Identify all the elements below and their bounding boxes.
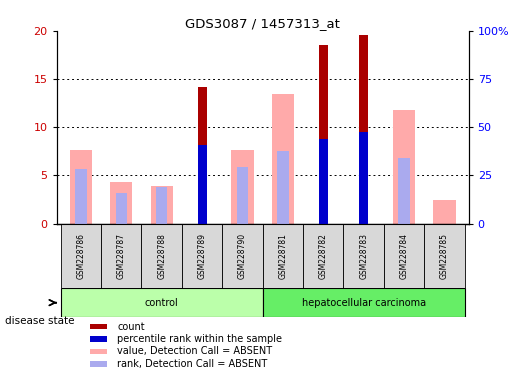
Bar	[359, 35, 368, 223]
Bar	[75, 169, 87, 223]
Text: GSM228790: GSM228790	[238, 233, 247, 279]
Bar	[110, 182, 132, 223]
Bar	[277, 151, 288, 223]
Bar	[272, 94, 294, 223]
Bar	[433, 200, 456, 223]
Bar	[198, 146, 207, 223]
Bar	[319, 45, 328, 223]
Text: GSM228786: GSM228786	[76, 233, 85, 279]
Text: value, Detection Call = ABSENT: value, Detection Call = ABSENT	[117, 346, 272, 356]
Bar	[150, 186, 173, 223]
Bar	[424, 223, 465, 288]
Bar	[182, 223, 222, 288]
Text: disease state: disease state	[5, 316, 75, 326]
Bar	[263, 288, 465, 318]
Bar	[222, 223, 263, 288]
Text: GSM228781: GSM228781	[278, 233, 287, 279]
Bar	[384, 223, 424, 288]
Text: control: control	[145, 298, 179, 308]
Bar	[61, 288, 263, 318]
Text: GSM228784: GSM228784	[400, 233, 408, 279]
Bar	[231, 150, 253, 223]
Bar	[237, 167, 248, 223]
Bar	[393, 110, 415, 223]
Text: GSM228789: GSM228789	[198, 233, 207, 279]
Bar	[90, 324, 107, 329]
Bar	[90, 349, 107, 354]
Bar	[319, 139, 328, 223]
Bar	[198, 87, 207, 223]
Bar	[156, 187, 167, 223]
Text: rank, Detection Call = ABSENT: rank, Detection Call = ABSENT	[117, 359, 267, 369]
Bar	[303, 223, 344, 288]
Text: GSM228782: GSM228782	[319, 233, 328, 279]
Text: GSM228787: GSM228787	[117, 233, 126, 279]
Bar	[116, 193, 127, 223]
Text: count: count	[117, 321, 145, 331]
Text: GSM228788: GSM228788	[157, 233, 166, 279]
Bar	[90, 336, 107, 342]
Bar	[344, 223, 384, 288]
Bar	[263, 223, 303, 288]
Bar	[399, 158, 409, 223]
Text: GSM228785: GSM228785	[440, 233, 449, 279]
Text: GSM228783: GSM228783	[359, 233, 368, 279]
Title: GDS3087 / 1457313_at: GDS3087 / 1457313_at	[185, 17, 340, 30]
Bar	[359, 132, 368, 223]
Bar	[70, 150, 92, 223]
Bar	[90, 361, 107, 367]
Bar	[61, 223, 101, 288]
Bar	[101, 223, 142, 288]
Text: hepatocellular carcinoma: hepatocellular carcinoma	[302, 298, 426, 308]
Bar	[142, 223, 182, 288]
Text: percentile rank within the sample: percentile rank within the sample	[117, 334, 282, 344]
